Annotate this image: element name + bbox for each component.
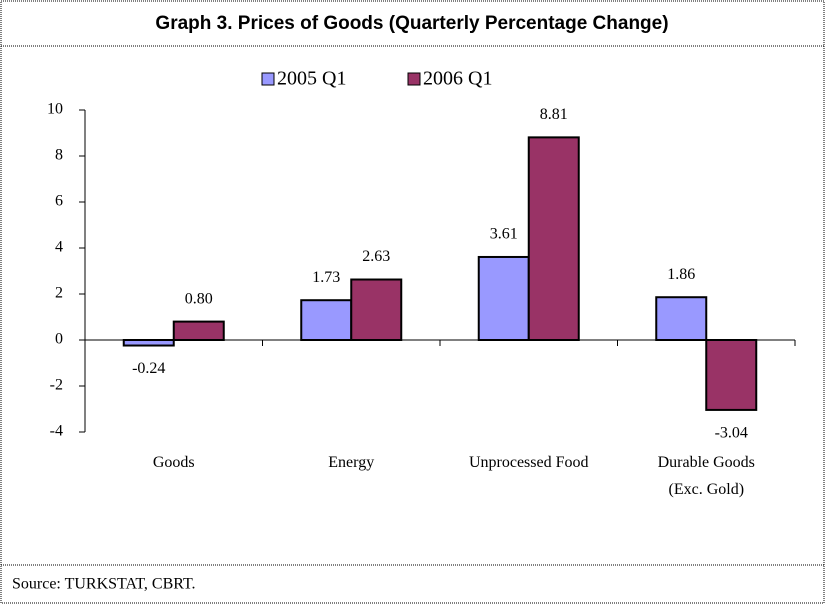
value-label: 8.81 — [540, 106, 568, 123]
value-label: 3.61 — [490, 226, 518, 243]
x-tick-label: Durable Goods (Exc. Gold) — [658, 454, 755, 498]
legend-label: 2006 Q1 — [423, 68, 492, 90]
bar — [477, 255, 530, 341]
legend-swatch — [261, 72, 275, 86]
bar — [172, 320, 225, 342]
source: Source: TURKSTAT, CBRT. — [12, 576, 196, 593]
value-label: -0.24 — [132, 360, 165, 377]
y-tick-label: -4 — [50, 423, 63, 440]
y-tick-label: 8 — [55, 147, 63, 164]
chart-title: Graph 3. Prices of Goods (Quarterly Perc… — [155, 13, 668, 34]
value-label: -3.04 — [715, 425, 748, 442]
legend-swatch — [407, 72, 421, 86]
bar — [350, 278, 403, 342]
y-tick-label: 2 — [55, 285, 63, 302]
value-label: 0.80 — [185, 290, 213, 307]
legend-label: 2005 Q1 — [277, 68, 346, 90]
y-tick-label: 6 — [55, 193, 63, 210]
bar — [705, 339, 758, 411]
x-tick-label: Goods — [153, 454, 195, 471]
value-label: 1.73 — [312, 269, 340, 286]
y-tick-label: 0 — [55, 331, 63, 348]
x-tick-label: Unprocessed Food — [469, 454, 589, 471]
y-tick-label: -2 — [50, 377, 63, 394]
value-label: 1.86 — [667, 266, 695, 283]
y-tick-label: 10 — [47, 101, 63, 118]
bar — [527, 136, 580, 341]
value-label: 2.63 — [362, 248, 390, 265]
bar — [122, 339, 175, 347]
x-tick-label: Energy — [328, 454, 374, 471]
bar — [655, 296, 708, 341]
bar — [300, 299, 353, 341]
y-tick-label: 4 — [55, 239, 63, 256]
